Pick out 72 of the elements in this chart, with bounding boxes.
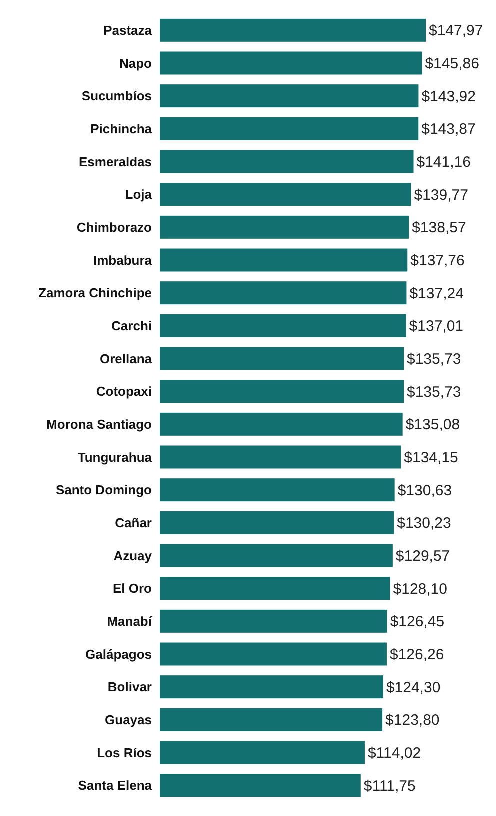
y-tick-label: Napo — [120, 56, 152, 71]
bar — [160, 282, 407, 305]
bar — [160, 380, 404, 404]
y-tick-label: Bolivar — [108, 680, 152, 695]
data-label: $128,10 — [393, 580, 448, 598]
y-tick-label: Cañar — [115, 515, 152, 530]
y-tick-label: Los Ríos — [97, 745, 152, 760]
bar — [160, 642, 387, 666]
y-tick-label: Pastaza — [104, 22, 153, 38]
bar — [160, 52, 422, 75]
data-label: $126,26 — [390, 646, 444, 664]
y-tick-label: Santa Elena — [78, 778, 153, 794]
y-tick-label: Cotopaxi — [96, 384, 152, 400]
y-tick-label: Zamora Chinchipe — [38, 286, 152, 301]
data-label: $129,57 — [396, 548, 450, 565]
y-tick-label: Guayas — [105, 712, 152, 728]
bar — [160, 511, 394, 534]
data-label: $143,87 — [422, 121, 476, 138]
y-tick-label: Loja — [125, 187, 153, 202]
bar — [160, 544, 393, 568]
bar — [160, 216, 410, 239]
bar — [160, 708, 383, 732]
bar — [160, 741, 365, 764]
y-tick-label: Galápagos — [86, 646, 152, 662]
data-label: $139,77 — [414, 186, 468, 204]
bar — [160, 150, 414, 174]
data-label: $143,92 — [422, 88, 476, 106]
y-tick-label: Orellana — [100, 351, 153, 366]
data-label: $111,75 — [364, 778, 416, 795]
data-label: $130,63 — [398, 482, 452, 500]
bar — [160, 676, 384, 699]
data-label: $124,30 — [386, 679, 441, 696]
bar — [160, 446, 402, 469]
bar — [160, 18, 426, 42]
y-tick-label: Imbabura — [93, 252, 153, 268]
data-label: $135,73 — [406, 384, 462, 401]
bar — [160, 84, 419, 108]
bar — [160, 314, 406, 338]
data-label: $135,73 — [406, 351, 462, 368]
data-label: $130,23 — [397, 515, 452, 532]
y-tick-label: Chimborazo — [76, 220, 152, 235]
bar — [160, 412, 403, 436]
y-tick-label: Pichincha — [90, 121, 153, 136]
bar — [160, 347, 404, 370]
data-label: $141,16 — [416, 154, 471, 171]
y-tick-label: Azuay — [114, 548, 153, 564]
data-label: $123,80 — [386, 712, 440, 730]
y-tick-label: Sucumbíos — [82, 88, 152, 104]
bar — [160, 117, 419, 140]
data-label: $145,86 — [425, 56, 480, 72]
bar — [160, 478, 395, 502]
data-label: $114,02 — [368, 745, 422, 762]
y-tick-label: El Oro — [112, 581, 152, 596]
bar — [160, 183, 412, 206]
bar — [160, 248, 408, 272]
data-label: $134,15 — [404, 450, 458, 466]
y-tick-label: Esmeraldas — [79, 154, 152, 170]
data-label: $126,45 — [390, 614, 445, 631]
y-tick-label: Manabí — [107, 614, 152, 629]
data-label: $147,97 — [429, 22, 484, 40]
data-label: $138,57 — [412, 220, 466, 237]
bar — [160, 774, 361, 798]
data-label: $135,08 — [406, 416, 460, 434]
data-label: $137,76 — [410, 252, 465, 270]
bar — [160, 610, 388, 633]
data-label: $137,01 — [409, 318, 464, 336]
y-tick-label: Carchi — [112, 318, 152, 334]
y-tick-label: Morona Santiago — [46, 416, 152, 432]
bar — [160, 577, 390, 600]
y-tick-label: Santo Domingo — [56, 482, 152, 498]
y-tick-label: Tungurahua — [78, 450, 153, 465]
data-label: $137,24 — [410, 285, 464, 302]
